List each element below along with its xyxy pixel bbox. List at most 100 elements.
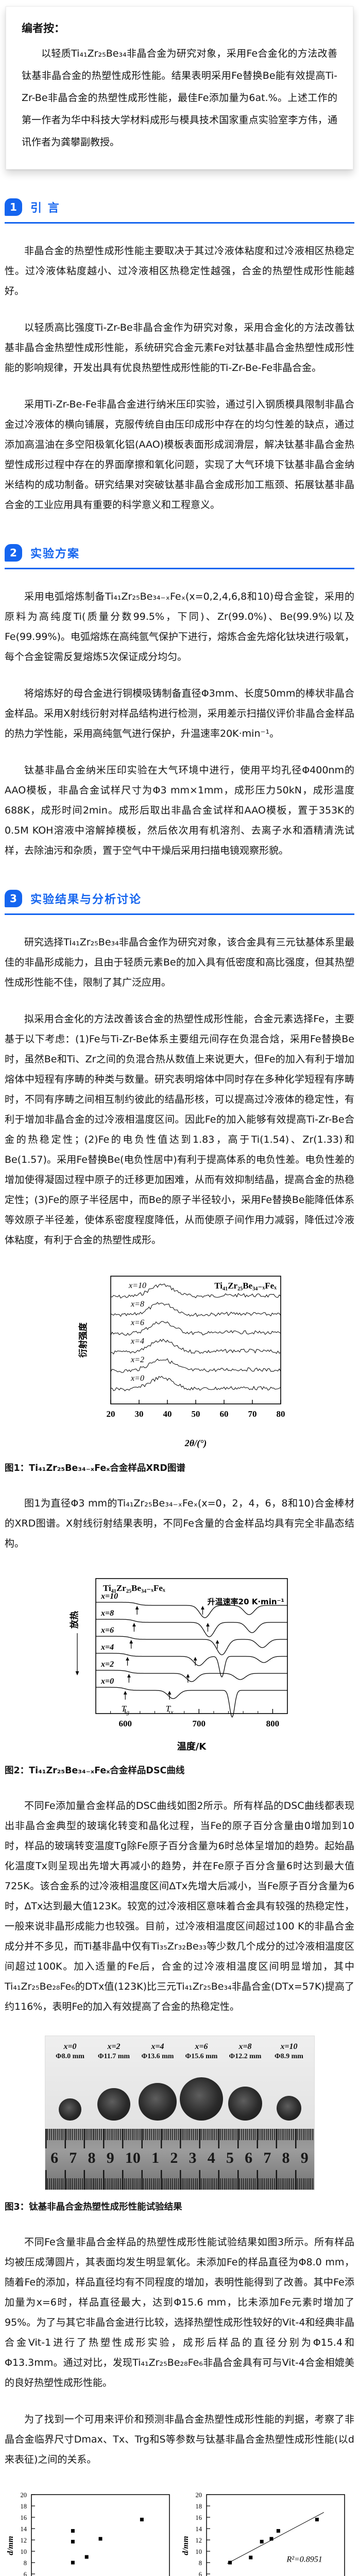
figure-4: 234567891011122468101214161820Dmax/mmd/m… [5, 2488, 354, 2576]
figure-3-caption: 图3：钛基非晶合金热塑性成形性能试验结果 [5, 2202, 182, 2212]
section-title: 实验结果与分析讨论 [30, 893, 142, 906]
sample-label: x=6 [195, 2042, 208, 2051]
forming-test-photo: x=0 Φ8.0 mm x=2 Φ11.7 mm x=4 Φ13.6 mm x=6 Φ15.6… [44, 2036, 315, 2190]
ruler-number: 2 [170, 2149, 178, 2166]
paragraph-results-5: 不同Fe含量非晶合金样品的热塑性成形性能试验结果如图3所示。所有样品均被压成薄圆… [5, 2236, 354, 2388]
ruler-cm-ticks-top [45, 2129, 314, 2148]
xrd-chart: x=10 x=8 x=6 x=4 x=2 x=0 Ti₄₁Zr₂₅Be₃₄₋ₓFeₓ 20 30… [5, 1269, 354, 1451]
sample-label: x=2 [107, 2042, 121, 2051]
sample-disc-cell: x=6 Φ15.6 mm [179, 2042, 224, 2121]
svg-text:6: 6 [198, 2571, 201, 2576]
editor-note-card: 编者按： 以轻质Ti₄₁Zr₂₅Be₃₄非晶合金为研究对象，采用Fe合金化的方法… [6, 6, 353, 170]
editor-note-body: 以轻质Ti₄₁Zr₂₅Be₃₄非晶合金为研究对象，采用Fe合金化的方法改善钛基非… [22, 48, 337, 148]
dsc-chart: Ti₄₁Zr₂₅Be₃₄₋ₓFeₓ 升温速率20 K·min⁻¹ x=10 x=8 x=… [5, 1572, 354, 1754]
svg-text:温度/K: 温度/K [177, 1741, 207, 1752]
svg-text:700: 700 [192, 1719, 206, 1728]
paragraph-results-4: 不同Fe添加量合金样品的DSC曲线如图2所示。所有样品的DSC曲线都表现出非晶合… [5, 1800, 354, 2012]
svg-text:x=8: x=8 [100, 1609, 114, 1618]
sample-label: x=4 [151, 2042, 164, 2051]
ruler-number: 6 [245, 2149, 253, 2166]
sample-diameter-label: Φ8.9 mm [275, 2053, 303, 2060]
parameter-correlation-charts: 234567891011122468101214161820Dmax/mmd/m… [5, 2488, 354, 2576]
alloy-disc [179, 2077, 224, 2121]
paragraph-intro-1: 非晶合金的热塑性成形性能主要取决于其过冷液体粘度和过冷液相区热稳定性。过冷液体粘… [5, 245, 354, 297]
svg-text:60: 60 [219, 1409, 228, 1419]
svg-text:800: 800 [266, 1719, 279, 1728]
ruler-number: 9 [300, 2149, 309, 2166]
fig4-1-svg: 4050607080901001101201301402468101214161… [181, 2492, 345, 2576]
ruler-number: 8 [88, 2149, 96, 2166]
svg-text:600: 600 [118, 1719, 132, 1728]
sample-disc-cell: x=8 Φ12.2 mm [224, 2042, 267, 2121]
scatter-dmax: 234567891011122468101214161820Dmax/mmd/m… [5, 2488, 180, 2576]
ruler-cm-ticks-bottom [45, 2170, 314, 2190]
svg-text:x=0: x=0 [130, 1374, 144, 1383]
svg-text:8: 8 [23, 2560, 26, 2567]
sample-disc-cell: x=4 Φ13.6 mm [136, 2042, 180, 2121]
svg-text:x=4: x=4 [100, 1643, 114, 1652]
ruler-number: 3 [189, 2149, 197, 2166]
figure-3: x=0 Φ8.0 mm x=2 Φ11.7 mm x=4 Φ13.6 mm x=6 Φ15.6… [5, 2036, 354, 2214]
ruler-number: 6 [50, 2149, 59, 2166]
svg-text:30: 30 [134, 1409, 143, 1419]
section-title: 引 言 [30, 202, 60, 215]
ruler-number: 7 [263, 2149, 271, 2166]
paragraph-experiment-1: 采用电弧熔炼制备Ti₄₁Zr₂₅Be₃₄₋ₓFeₓ(x=0,2,4,6,8和10… [5, 591, 354, 663]
svg-text:10: 10 [195, 2548, 202, 2555]
svg-text:R²=0.8951: R²=0.8951 [286, 2555, 322, 2564]
svg-text:x=10: x=10 [100, 1592, 118, 1601]
sample-diameter-label: Φ13.6 mm [141, 2053, 174, 2060]
sample-label: x=0 [63, 2042, 77, 2051]
sample-label: x=10 [280, 2042, 298, 2051]
svg-text:70: 70 [248, 1409, 257, 1419]
ruler-number: 9 [106, 2149, 114, 2166]
alloy-disc [59, 2098, 81, 2121]
paragraph-results-3: 图1为直径Φ3 mm的Ti₄₁Zr₂₅Be₃₄₋ₓFeₓ(x=0，2，4，6，8… [5, 1498, 354, 1549]
figure-1-caption: 图1：Ti₄₁Zr₂₅Be₃₄₋ₓFeₓ合金样品XRD图谱 [5, 1463, 185, 1473]
paragraph-experiment-2: 将熔炼好的母合金进行铜模吸铸制备直径Φ3mm、长度50mm的棒状非晶合金样品。采… [5, 688, 354, 739]
ruler-number: 1 [151, 2149, 160, 2166]
section-number-badge: 1 [5, 198, 22, 216]
ruler-number: 10 [125, 2149, 141, 2166]
ruler-number: 8 [282, 2149, 290, 2166]
sample-diameter-label: Φ15.6 mm [185, 2053, 218, 2060]
svg-text:x=2: x=2 [130, 1355, 144, 1364]
svg-text:80: 80 [276, 1409, 285, 1419]
svg-text:衍射强度: 衍射强度 [78, 1322, 89, 1358]
ruler-number: 4 [207, 2149, 215, 2166]
svg-text:40: 40 [163, 1409, 172, 1419]
svg-text:Ti₄₁Zr₂₅Be₃₄₋ₓFeₓ: Ti₄₁Zr₂₅Be₃₄₋ₓFeₓ [214, 1281, 277, 1291]
svg-text:6: 6 [23, 2571, 26, 2576]
paragraph-intro-2: 以轻质高比强度Ti-Zr-Be非晶合金作为研究对象，采用合金化的方法改善钛基非晶… [5, 322, 354, 374]
section-title: 实验方案 [30, 548, 80, 561]
ruler-numbers: 6 7 8 9 10 1 2 3 4 5 6 7 8 9 [45, 2149, 314, 2167]
svg-text:50: 50 [191, 1409, 200, 1419]
section-number-badge: 3 [5, 890, 22, 907]
svg-text:x=6: x=6 [130, 1318, 144, 1327]
svg-text:Ti₄₁Zr₂₅Be₃₄₋ₓFeₓ: Ti₄₁Zr₂₅Be₃₄₋ₓFeₓ [103, 1583, 165, 1593]
svg-text:x=4: x=4 [130, 1337, 144, 1346]
svg-text:20: 20 [20, 2492, 27, 2499]
svg-text:d/mm: d/mm [181, 2536, 190, 2555]
svg-text:10: 10 [20, 2548, 27, 2555]
sample-label: x=8 [238, 2042, 252, 2051]
section-header-introduction: 1 引 言 [5, 198, 354, 224]
paragraph-results-2: 拟采用合金化的方法改善该合金的热塑性成形性能，合金元素选择Fe，主要基于以下考虑… [5, 1013, 354, 1246]
sample-discs-row: x=0 Φ8.0 mm x=2 Φ11.7 mm x=4 Φ13.6 mm x=6 Φ15.6… [45, 2036, 314, 2129]
svg-text:12: 12 [20, 2537, 27, 2544]
sample-diameter-label: Φ12.2 mm [229, 2053, 262, 2060]
section-header-results: 3 实验结果与分析讨论 [5, 890, 354, 915]
svg-text:升温速率20 K·min⁻¹: 升温速率20 K·min⁻¹ [207, 1597, 284, 1606]
section-number-badge: 2 [5, 544, 22, 562]
svg-text:8: 8 [198, 2560, 201, 2567]
svg-text:16: 16 [20, 2514, 27, 2521]
fig1-svg: x=10 x=8 x=6 x=4 x=2 x=0 Ti₄₁Zr₂₅Be₃₄₋ₓFeₓ 20 30… [78, 1276, 285, 1449]
sample-disc-cell: x=2 Φ11.7 mm [92, 2042, 136, 2121]
svg-text:20: 20 [195, 2492, 202, 2499]
figure-2: Ti₄₁Zr₂₅Be₃₄₋ₓFeₓ 升温速率20 K·min⁻¹ x=10 x=8 x=… [5, 1572, 354, 1777]
svg-text:放热: 放热 [69, 1611, 80, 1629]
alloy-disc [139, 2082, 177, 2121]
paragraph-experiment-3: 钛基非晶合金纳米压印实验在大气环境中进行，使用平均孔径Φ400nm的AAO模板，… [5, 765, 354, 856]
svg-text:2θ/(°): 2θ/(°) [184, 1438, 207, 1449]
section-header-experiment: 2 实验方案 [5, 544, 354, 569]
